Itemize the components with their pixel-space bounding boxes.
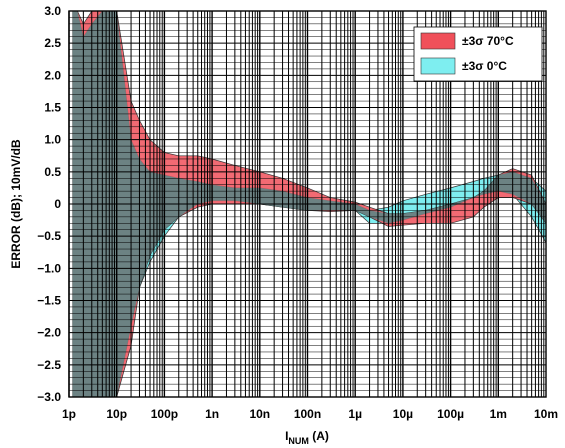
- x-tick-label: 100µ: [437, 407, 464, 421]
- y-tick-label: 0.5: [44, 165, 61, 179]
- y-axis-title: ERROR (dB); 10mV/dB: [9, 139, 23, 269]
- plot-border: [68, 10, 547, 398]
- y-tick-label: −1.0: [37, 261, 61, 275]
- y-tick-label: 2.0: [44, 68, 61, 82]
- legend: ±3σ 70°C ±3σ 0°C: [413, 26, 543, 82]
- y-tick-label: −1.5: [37, 294, 61, 308]
- x-tick-label: 1m: [490, 407, 507, 421]
- x-tick-label: 10m: [534, 407, 558, 421]
- y-tick-label: 1.0: [44, 133, 61, 147]
- tick-labels: 1p 10p 100p 1n 10n 100n 1µ 10µ 100µ 1m 10m −3.0 −2.5…: [37, 4, 558, 421]
- x-tick-label: 10µ: [393, 407, 413, 421]
- x-tick-label: 10p: [106, 407, 127, 421]
- plot-frame: [68, 10, 547, 398]
- x-tick-label: 100n: [294, 407, 321, 421]
- x-tick-label: 1µ: [348, 407, 362, 421]
- x-tick-label: 100p: [151, 407, 178, 421]
- y-tick-label: −0.5: [37, 229, 61, 243]
- y-tick-label: −3.0: [37, 390, 61, 404]
- legend-label-0c: ±3σ 0°C: [462, 59, 507, 73]
- x-axis-title: INUM (A): [285, 429, 329, 446]
- legend-swatch-70c: [420, 32, 456, 50]
- y-tick-label: −2.0: [37, 326, 61, 340]
- y-tick-label: 2.5: [44, 36, 61, 50]
- y-tick-label: 0: [54, 197, 61, 211]
- x-tick-label: 1p: [62, 407, 76, 421]
- y-tick-label: −2.5: [37, 358, 61, 372]
- x-tick-label: 10n: [249, 407, 270, 421]
- x-tick-label: 1n: [205, 407, 219, 421]
- y-tick-label: 3.0: [44, 4, 61, 18]
- y-tick-label: 1.5: [44, 101, 61, 115]
- legend-swatch-0c: [420, 57, 456, 75]
- legend-label-70c: ±3σ 70°C: [462, 34, 514, 48]
